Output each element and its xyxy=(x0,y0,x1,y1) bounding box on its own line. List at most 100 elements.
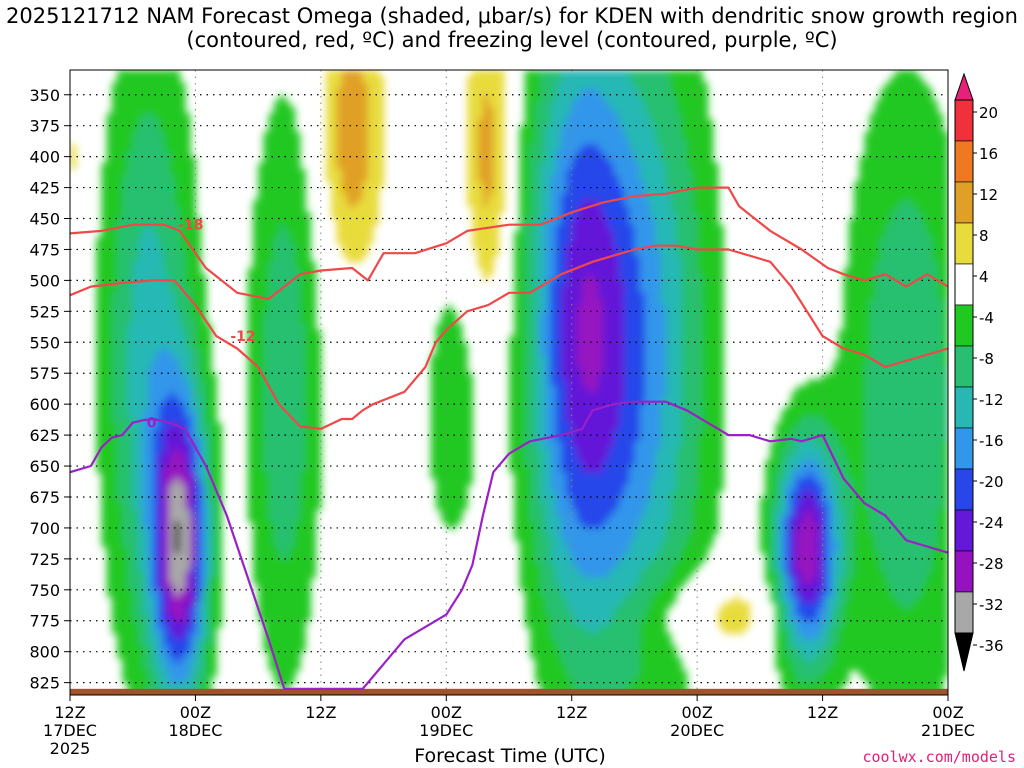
omega-cell xyxy=(691,206,698,213)
omega-cell xyxy=(158,336,165,343)
omega-cell xyxy=(519,336,526,343)
omega-cell xyxy=(639,280,646,288)
omega-cell xyxy=(132,144,139,152)
omega-cell xyxy=(545,311,552,319)
omega-cell xyxy=(514,329,521,337)
omega-cell xyxy=(900,379,907,387)
omega-cell xyxy=(540,100,547,108)
omega-cell xyxy=(158,193,165,201)
omega-cell xyxy=(122,144,129,152)
omega-cell xyxy=(367,212,374,220)
omega-cell xyxy=(122,286,129,294)
omega-cell xyxy=(164,311,170,319)
omega-cell xyxy=(96,379,102,387)
omega-cell xyxy=(346,76,353,83)
omega-cell xyxy=(587,162,594,170)
omega-cell xyxy=(639,181,646,189)
omega-cell xyxy=(279,175,285,182)
omega-cell xyxy=(671,354,677,362)
omega-cell xyxy=(289,119,296,127)
omega-cell xyxy=(942,336,948,343)
omega-cell xyxy=(153,138,160,145)
omega-cell xyxy=(650,379,656,387)
omega-cell xyxy=(880,261,886,269)
omega-cell xyxy=(608,218,615,226)
omega-cell xyxy=(629,385,636,393)
omega-cell xyxy=(117,379,123,387)
omega-cell xyxy=(106,193,113,201)
omega-cell xyxy=(268,162,275,170)
omega-cell xyxy=(869,286,876,294)
omega-cell xyxy=(932,385,939,393)
omega-cell xyxy=(299,237,306,244)
omega-cell xyxy=(880,243,886,251)
omega-cell xyxy=(535,323,541,331)
omega-cell xyxy=(127,280,134,288)
omega-cell xyxy=(660,237,667,244)
omega-cell xyxy=(279,199,285,207)
omega-cell xyxy=(702,329,709,337)
omega-cell xyxy=(880,367,886,374)
omega-cell xyxy=(587,261,594,269)
omega-cell xyxy=(148,243,155,251)
omega-cell xyxy=(608,323,615,331)
omega-cell xyxy=(587,113,594,121)
omega-cell xyxy=(529,305,536,312)
omega-cell xyxy=(336,175,343,182)
omega-cell xyxy=(279,94,285,102)
omega-cell xyxy=(514,342,521,350)
omega-cell xyxy=(263,268,270,275)
omega-cell xyxy=(346,169,353,176)
omega-cell xyxy=(895,286,902,294)
omega-cell xyxy=(540,113,547,121)
omega-cell xyxy=(848,249,855,257)
omega-cell xyxy=(874,255,881,263)
omega-cell xyxy=(472,138,479,145)
omega-cell xyxy=(153,193,160,201)
omega-cell xyxy=(169,119,176,127)
omega-cell xyxy=(137,317,144,325)
omega-cell xyxy=(691,156,698,164)
omega-cell xyxy=(373,175,379,182)
omega-cell xyxy=(681,206,688,213)
omega-cell xyxy=(556,187,562,195)
omega-cell xyxy=(644,125,651,133)
omega-cell xyxy=(137,162,144,170)
omega-cell xyxy=(101,193,108,201)
omega-cell xyxy=(900,360,907,368)
omega-cell xyxy=(697,125,703,133)
omega-cell xyxy=(681,292,688,300)
omega-cell xyxy=(158,150,165,158)
omega-cell xyxy=(900,348,907,356)
omega-cell xyxy=(608,342,615,350)
omega-cell xyxy=(603,268,609,275)
omega-cell xyxy=(686,292,693,300)
omega-cell xyxy=(127,156,134,164)
omega-cell xyxy=(576,144,583,152)
omega-cell xyxy=(101,373,108,381)
omega-cell xyxy=(582,94,588,102)
omega-cell xyxy=(869,268,876,275)
omega-cell xyxy=(294,292,301,300)
omega-cell xyxy=(488,206,494,213)
omega-cell xyxy=(357,255,364,263)
omega-cell xyxy=(331,144,338,152)
omega-cell xyxy=(184,169,191,176)
omega-cell xyxy=(529,237,536,244)
omega-cell xyxy=(153,218,160,226)
omega-cell xyxy=(299,323,306,331)
omega-cell xyxy=(900,175,907,182)
omega-cell xyxy=(273,317,280,325)
omega-cell xyxy=(169,181,176,189)
omega-cell xyxy=(263,131,270,139)
omega-cell xyxy=(352,94,359,102)
omega-cell xyxy=(921,237,928,244)
omega-cell xyxy=(702,255,709,263)
omega-cell xyxy=(681,379,688,387)
omega-cell xyxy=(117,94,123,102)
omega-cell xyxy=(362,150,369,158)
omega-cell xyxy=(252,243,259,251)
omega-cell xyxy=(273,218,280,226)
omega-cell xyxy=(451,311,458,319)
omega-cell xyxy=(911,125,918,133)
